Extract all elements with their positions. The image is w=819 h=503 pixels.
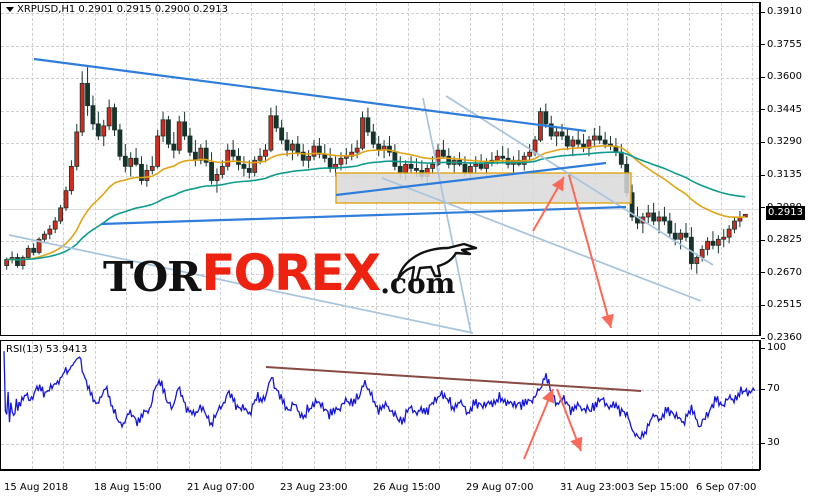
price-chart-panel[interactable] <box>0 2 760 336</box>
rsi-line <box>3 351 756 440</box>
rsi-forecast-arrow-up[interactable] <box>523 388 555 460</box>
time-tick-label: 23 Aug 23:00 <box>280 482 348 493</box>
price-tick: 0.2515 <box>761 300 802 311</box>
price-tick: 0.2825 <box>761 235 802 246</box>
time-tick-label: 18 Aug 15:00 <box>94 482 162 493</box>
price-tick: 0.3445 <box>761 104 802 116</box>
price-tick: 0.3135 <box>761 170 802 181</box>
time-tick-label: 29 Aug 07:00 <box>466 482 534 493</box>
price-axis[interactable]: 0.3910 0.3755 0.3600 0.3445 0.3290 0.3135 0.29… <box>760 2 819 343</box>
trendline-mid[interactable] <box>335 161 607 197</box>
time-tick-label: 6 Sep 07:00 <box>696 482 757 493</box>
time-tick-label: 31 Aug 23:00 <box>560 482 628 493</box>
rsi-indicator-panel[interactable] <box>0 340 760 470</box>
price-tick: 0.3755 <box>761 39 802 51</box>
moving-average-slow-line <box>6 151 746 261</box>
time-tick-label: 26 Aug 15:00 <box>373 482 441 493</box>
price-tick: 0.3600 <box>761 72 802 83</box>
moving-average-fast-line <box>6 145 746 261</box>
rsi-tick: 70 <box>761 384 780 395</box>
price-tick: 0.2670 <box>761 267 802 279</box>
price-tick: 0.3910 <box>761 7 802 18</box>
triangle-down-icon[interactable] <box>6 6 14 12</box>
time-axis-line <box>0 470 760 471</box>
channel-mid-line[interactable] <box>422 97 472 334</box>
symbol-ohlc-text: XRPUSD,H1 0.2901 0.2915 0.2900 0.2913 <box>17 4 228 15</box>
price-chart-canvas <box>4 57 748 334</box>
rsi-tick: 30 <box>761 438 780 449</box>
symbol-header: XRPUSD,H1 0.2901 0.2915 0.2900 0.2913 <box>6 4 228 16</box>
forecast-arrow-up[interactable] <box>532 176 565 232</box>
rsi-forecast-arrow-down[interactable] <box>556 388 583 452</box>
trendline-upper[interactable] <box>33 57 587 133</box>
price-tick: 0.2360 <box>761 333 802 344</box>
trendline-lower[interactable] <box>100 205 627 226</box>
channel-lower-line[interactable] <box>381 177 702 302</box>
price-tick: 0.3290 <box>761 137 802 148</box>
forecast-arrow-down[interactable] <box>568 174 614 329</box>
rsi-chart-canvas <box>3 351 756 460</box>
rsi-label: RSI(13) 53.9413 <box>6 344 88 355</box>
candlestick-series <box>4 67 748 274</box>
rsi-axis[interactable]: 100 70 30 <box>760 340 819 470</box>
rsi-descending-trendline[interactable] <box>265 366 642 392</box>
channel-lower-line-2[interactable] <box>8 234 474 334</box>
time-tick-label: 21 Aug 07:00 <box>187 482 255 493</box>
channel-upper-line[interactable] <box>445 95 714 266</box>
time-axis[interactable]: 15 Aug 2018 18 Aug 15:00 21 Aug 07:00 23 Au… <box>0 470 819 503</box>
time-tick-label: 3 Sep 15:00 <box>628 482 689 493</box>
time-tick-label: 15 Aug 2018 <box>4 482 69 493</box>
rsi-tick: 100 <box>761 343 786 354</box>
current-price-tag: 0.2913 <box>766 206 805 220</box>
